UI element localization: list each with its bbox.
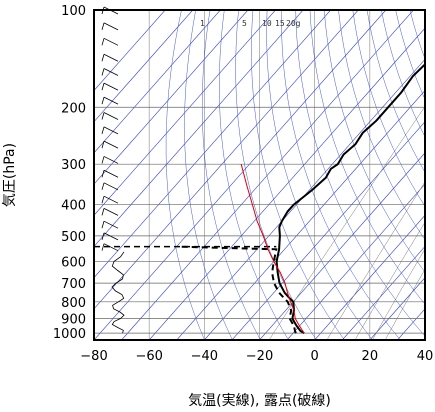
dry-adiabat bbox=[266, 10, 373, 340]
isotherm-line bbox=[148, 27, 425, 340]
y-axis-title: 気圧(hPa) bbox=[2, 143, 18, 207]
wind-barb bbox=[101, 82, 119, 91]
series-line-3 bbox=[240, 164, 305, 334]
dry-adiabat bbox=[184, 10, 233, 340]
dry-adiabat bbox=[201, 10, 261, 340]
y-tick-label: 400 bbox=[61, 199, 86, 214]
plot-frame bbox=[93, 9, 426, 341]
y-tick-label: 100 bbox=[61, 4, 86, 19]
mixing-ratio-line bbox=[354, 221, 425, 340]
y-tick-label: 700 bbox=[61, 277, 86, 292]
isotherm-line bbox=[342, 245, 425, 340]
isotherm-line bbox=[314, 214, 425, 340]
wind-barb bbox=[101, 140, 119, 149]
dry-adiabat bbox=[381, 10, 425, 138]
y-tick-label: 800 bbox=[61, 296, 86, 311]
mixing-ratio-label: 5 bbox=[242, 19, 247, 28]
isotherm-line bbox=[176, 58, 425, 340]
wind-barb bbox=[101, 37, 119, 46]
isotherm-line bbox=[121, 10, 414, 340]
wind-barb bbox=[101, 22, 119, 31]
isotherm-line bbox=[204, 90, 425, 340]
lower-wind-trace bbox=[111, 251, 125, 334]
wind-barb bbox=[101, 220, 119, 229]
y-tick-label: 600 bbox=[61, 255, 86, 270]
isotherm-line bbox=[397, 308, 425, 340]
mixing-ratio-line bbox=[326, 181, 425, 340]
x-tick-label: −20 bbox=[246, 349, 273, 364]
wind-barb bbox=[101, 195, 119, 204]
x-tick-label: −80 bbox=[80, 349, 107, 364]
wind-barb bbox=[101, 232, 119, 241]
wind-barb bbox=[101, 208, 119, 216]
x-axis-title: 気温(実線), 露点(破線) bbox=[188, 393, 331, 409]
mixing-ratio-line bbox=[384, 268, 425, 340]
series-line-1 bbox=[275, 62, 425, 335]
wind-barb bbox=[101, 182, 119, 191]
isotherm-line bbox=[286, 183, 425, 340]
dry-adiabat bbox=[251, 10, 345, 340]
wind-barb bbox=[101, 112, 119, 120]
dry-adiabat bbox=[219, 10, 289, 340]
mixing-ratio-label: 10 bbox=[262, 19, 272, 28]
dry-adiabat bbox=[366, 10, 425, 173]
mixing-ratio-label: 1 bbox=[200, 19, 205, 28]
isotherm-line bbox=[369, 277, 425, 340]
isotherm-line bbox=[259, 152, 425, 340]
dry-adiabat bbox=[295, 10, 425, 337]
wind-barb bbox=[101, 96, 119, 105]
series-line-2 bbox=[179, 245, 297, 334]
isotherm-line bbox=[94, 10, 304, 247]
isotherm-line bbox=[94, 10, 249, 185]
dry-adiabat bbox=[235, 10, 317, 340]
dry-adiabat bbox=[395, 10, 425, 101]
x-tick-label: −60 bbox=[135, 349, 162, 364]
dry-adiabat bbox=[338, 10, 425, 240]
wind-barb bbox=[101, 68, 119, 76]
dry-adiabat bbox=[309, 10, 425, 305]
wind-barb bbox=[101, 156, 119, 164]
isotherm-line bbox=[94, 10, 387, 340]
background-grid bbox=[94, 10, 425, 340]
isotherm-line bbox=[424, 339, 425, 340]
wind-barbs bbox=[101, 6, 125, 334]
isotherm-line bbox=[94, 10, 194, 123]
x-tick-label: 0 bbox=[311, 349, 319, 364]
x-tick-label: 40 bbox=[417, 349, 434, 364]
wind-barb bbox=[101, 53, 119, 62]
axis-labels: 1 5 10 15 20g1002003004005006007008009001000… bbox=[53, 4, 433, 364]
dry-adiabat bbox=[352, 10, 425, 207]
y-tick-label: 200 bbox=[61, 101, 86, 116]
dry-adiabat bbox=[323, 10, 425, 273]
y-tick-label: 1000 bbox=[53, 327, 86, 342]
y-tick-label: 500 bbox=[61, 230, 86, 245]
mixing-ratio-line bbox=[268, 106, 425, 340]
x-tick-label: 20 bbox=[362, 349, 379, 364]
isotherm-line bbox=[94, 10, 359, 310]
dry-adiabat bbox=[165, 10, 205, 340]
wind-barb bbox=[101, 169, 119, 178]
mixing-ratio-label: 15 bbox=[275, 19, 285, 28]
isotherm-line bbox=[94, 10, 331, 279]
isotherm-line bbox=[94, 10, 166, 91]
wind-barb bbox=[101, 126, 119, 135]
wind-barb bbox=[101, 243, 119, 252]
mixing-ratio-label: 20g bbox=[286, 19, 301, 28]
dry-adiabat bbox=[281, 10, 401, 340]
y-tick-label: 300 bbox=[61, 158, 86, 173]
y-tick-label: 900 bbox=[61, 312, 86, 327]
x-tick-label: −40 bbox=[191, 349, 218, 364]
isotherm-line bbox=[94, 10, 276, 216]
profile-lines bbox=[94, 62, 425, 335]
mixing-ratio-line bbox=[372, 248, 425, 340]
